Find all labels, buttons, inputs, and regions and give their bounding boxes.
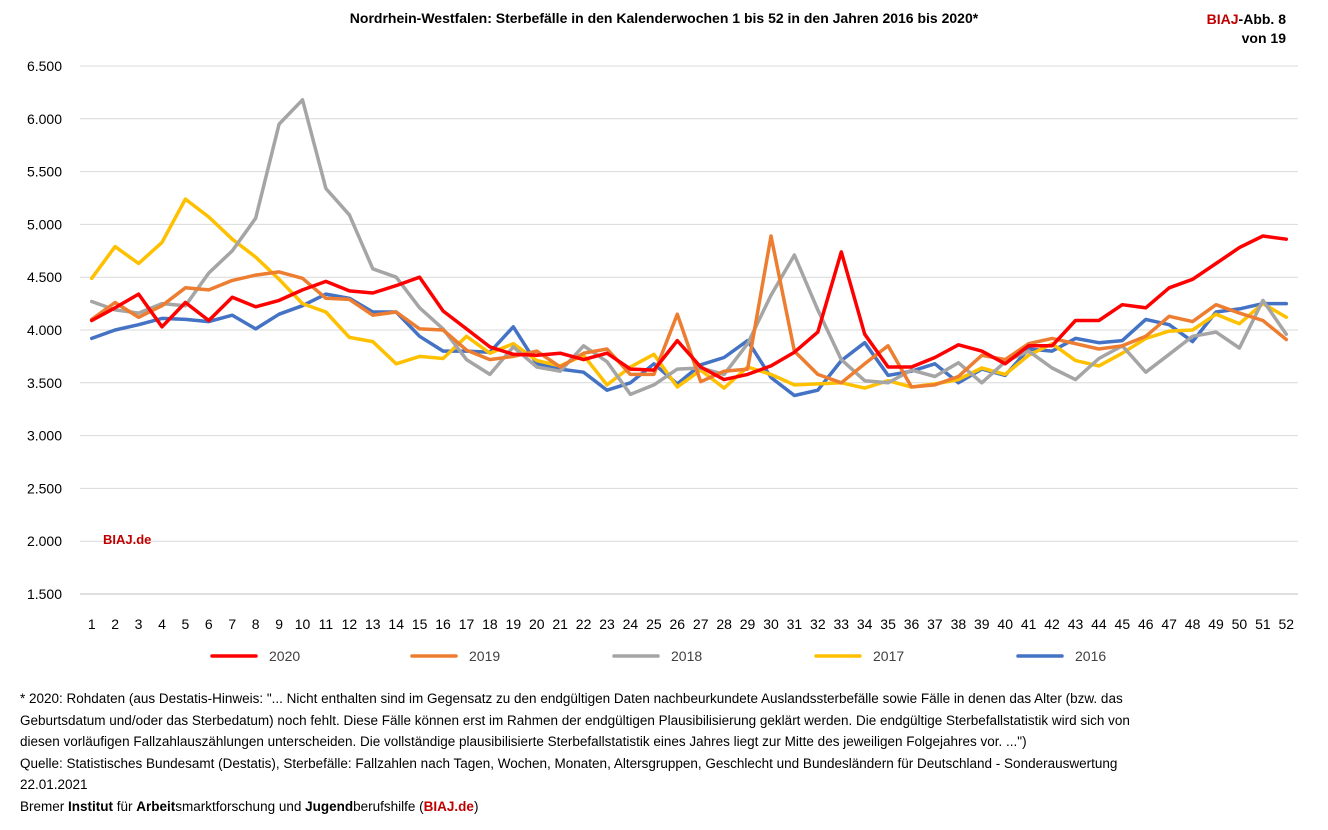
x-tick-label: 45 — [1115, 616, 1131, 632]
x-tick-label: 5 — [182, 616, 190, 632]
x-tick-label: 21 — [552, 616, 568, 632]
series-line-2020 — [89, 234, 1289, 382]
note-line: Geburtsdatum und/oder das Sterbedatum) n… — [20, 712, 1130, 728]
y-tick-label: 6.500 — [27, 58, 62, 74]
x-tick-label: 23 — [599, 616, 615, 632]
x-tick-label: 4 — [158, 616, 166, 632]
x-tick-label: 16 — [435, 616, 451, 632]
legend-label-2019: 2019 — [469, 648, 500, 664]
x-tick-label: 37 — [927, 616, 943, 632]
x-tick-label: 18 — [482, 616, 498, 632]
x-tick-label: 19 — [506, 616, 522, 632]
x-tick-label: 28 — [716, 616, 732, 632]
x-tick-label: 12 — [342, 616, 358, 632]
x-tick-label: 10 — [295, 616, 311, 632]
y-tick-label: 2.500 — [27, 480, 62, 496]
x-tick-label: 48 — [1185, 616, 1201, 632]
y-tick-label: 6.000 — [27, 111, 62, 127]
x-tick-label: 42 — [1044, 616, 1060, 632]
x-tick-label: 24 — [623, 616, 639, 632]
x-tick-label: 52 — [1278, 616, 1294, 632]
x-tick-label: 43 — [1068, 616, 1084, 632]
x-tick-label: 27 — [693, 616, 709, 632]
x-tick-label: 14 — [388, 616, 404, 632]
x-tick-label: 25 — [646, 616, 662, 632]
x-tick-label: 3 — [135, 616, 143, 632]
source-line: Quelle: Statistisches Bundesamt (Destati… — [20, 755, 1118, 771]
x-tick-label: 22 — [576, 616, 592, 632]
x-tick-label: 15 — [412, 616, 428, 632]
x-tick-label: 41 — [1021, 616, 1037, 632]
y-tick-label: 3.500 — [27, 375, 62, 391]
x-tick-label: 30 — [763, 616, 779, 632]
legend-label-2017: 2017 — [873, 648, 904, 664]
figure-number: BIAJ-Abb. 8 — [1207, 10, 1286, 29]
x-tick-label: 49 — [1208, 616, 1224, 632]
x-tick-label: 32 — [810, 616, 826, 632]
note-line: * 2020: Rohdaten (aus Destatis-Hinweis: … — [20, 691, 1123, 706]
y-tick-label: 4.500 — [27, 269, 62, 285]
x-tick-label: 9 — [275, 616, 283, 632]
x-tick-label: 34 — [857, 616, 873, 632]
series-line-2019 — [89, 234, 1289, 389]
x-tick-label: 33 — [833, 616, 849, 632]
x-tick-label: 51 — [1255, 616, 1271, 632]
credit-line: Bremer Institut für Arbeitsmarktforschun… — [20, 798, 479, 814]
figure-badge: BIAJ-Abb. 8 von 19 — [1207, 10, 1286, 48]
x-tick-label: 44 — [1091, 616, 1107, 632]
x-tick-label: 50 — [1232, 616, 1248, 632]
line-chart: 1.500 2.000 2.500 3.000 3.500 4.000 4.500 5.000… — [27, 58, 1298, 664]
y-tick-label: 2.000 — [27, 533, 62, 549]
badge-brand: BIAJ — [1206, 11, 1239, 27]
legend-label-2020: 2020 — [269, 648, 300, 664]
x-tick-label: 8 — [252, 616, 260, 632]
y-tick-label: 1.500 — [27, 586, 62, 602]
figure-count: von 19 — [1241, 30, 1286, 46]
x-tick-label: 13 — [365, 616, 381, 632]
watermark: BIAJ.de — [103, 532, 152, 547]
y-tick-label: 5.000 — [27, 216, 62, 232]
y-tick-label: 3.000 — [27, 428, 62, 444]
y-axis: 1.500 2.000 2.500 3.000 3.500 4.000 4.500 5.000… — [27, 58, 62, 602]
x-tick-label: 17 — [459, 616, 475, 632]
x-tick-label: 31 — [787, 616, 803, 632]
legend-label-2018: 2018 — [671, 648, 702, 664]
x-tick-label: 38 — [951, 616, 967, 632]
y-tick-label: 5.500 — [27, 164, 62, 180]
x-tick-label: 6 — [205, 616, 213, 632]
badge-number: -Abb. 8 — [1238, 11, 1286, 27]
credit-link: BIAJ.de — [423, 798, 474, 814]
x-tick-label: 39 — [974, 616, 990, 632]
x-axis: 1 2 3 4 5 6 7 8 9 10 11 12 13 14 15 16 17 18 19 20 21 22 23 24 2… — [88, 616, 1294, 632]
legend-label-2016: 2016 — [1075, 648, 1106, 664]
series-line-2018 — [89, 98, 1289, 397]
x-tick-label: 46 — [1138, 616, 1154, 632]
x-tick-label: 29 — [740, 616, 756, 632]
x-tick-label: 1 — [88, 616, 96, 632]
legend: 2020 2019 2018 2017 2016 — [210, 648, 1106, 664]
x-tick-label: 40 — [997, 616, 1013, 632]
x-tick-label: 35 — [880, 616, 896, 632]
series-lines — [89, 98, 1289, 398]
gridlines — [80, 65, 1298, 595]
source-date: 22.01.2021 — [20, 777, 88, 792]
x-tick-label: 26 — [669, 616, 685, 632]
x-tick-label: 47 — [1161, 616, 1177, 632]
y-tick-label: 4.000 — [27, 322, 62, 338]
x-tick-label: 36 — [904, 616, 920, 632]
x-tick-label: 2 — [111, 616, 119, 632]
x-tick-label: 11 — [319, 616, 334, 632]
series-line-2016 — [89, 292, 1289, 398]
chart-title: Nordrhein-Westfalen: Sterbefälle in den … — [349, 10, 979, 26]
note-line: diesen vorläufigen Fallzahlauszählungen … — [20, 734, 1027, 749]
series-line-2017 — [89, 197, 1289, 390]
footnote: * 2020: Rohdaten (aus Destatis-Hinweis: … — [20, 688, 1310, 817]
x-tick-label: 20 — [529, 616, 545, 632]
x-tick-label: 7 — [228, 616, 236, 632]
